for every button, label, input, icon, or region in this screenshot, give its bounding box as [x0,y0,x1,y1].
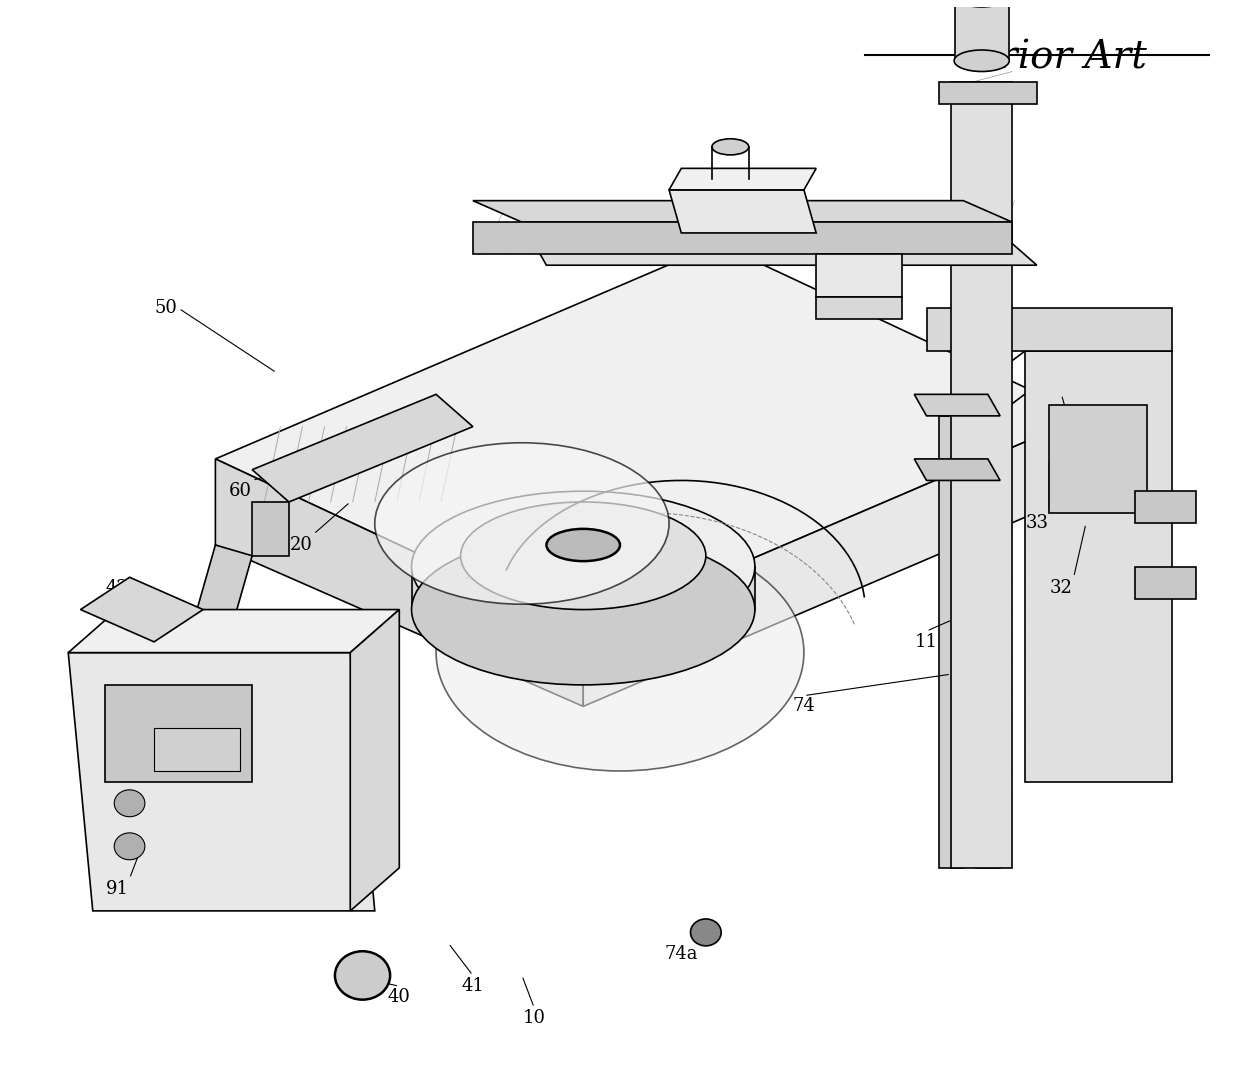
Text: 20: 20 [290,536,312,554]
Polygon shape [105,685,252,782]
Polygon shape [191,545,252,642]
Polygon shape [68,653,374,911]
Polygon shape [534,244,1037,265]
Polygon shape [1049,405,1147,512]
Polygon shape [350,609,399,911]
Text: 91: 91 [105,881,129,898]
Text: 10: 10 [523,1009,546,1028]
Polygon shape [976,416,1001,868]
Polygon shape [81,578,203,642]
Polygon shape [939,82,1037,104]
Polygon shape [955,0,1008,61]
Polygon shape [472,222,1012,254]
Ellipse shape [374,443,670,604]
Ellipse shape [460,502,706,609]
Polygon shape [1135,492,1197,523]
Polygon shape [914,395,1001,416]
Text: 42: 42 [105,579,129,597]
Polygon shape [670,168,816,190]
Polygon shape [816,298,901,319]
Polygon shape [1135,567,1197,598]
Ellipse shape [412,492,755,642]
Ellipse shape [954,50,1009,72]
Text: 50: 50 [155,300,177,317]
Polygon shape [670,190,816,233]
Polygon shape [583,416,1086,706]
Polygon shape [914,459,1001,481]
Ellipse shape [691,919,722,946]
Text: 11: 11 [915,633,937,651]
Text: 32: 32 [1050,579,1073,597]
Polygon shape [154,728,239,771]
Polygon shape [216,244,1086,631]
Polygon shape [472,201,1012,222]
Ellipse shape [114,833,145,860]
Text: 41: 41 [461,978,485,995]
Polygon shape [939,416,963,868]
Text: 74a: 74a [665,945,698,962]
Ellipse shape [114,790,145,816]
Ellipse shape [547,529,620,561]
Ellipse shape [712,138,749,155]
Polygon shape [68,609,399,653]
Polygon shape [926,308,1172,351]
Polygon shape [252,502,289,556]
Polygon shape [816,254,901,298]
Ellipse shape [335,952,391,1000]
Text: 31: 31 [1063,439,1085,457]
Polygon shape [216,459,583,706]
Text: 33: 33 [1025,514,1048,533]
Polygon shape [1024,351,1172,782]
Polygon shape [252,395,472,502]
Ellipse shape [412,534,755,685]
Polygon shape [412,567,755,609]
Polygon shape [951,82,1012,868]
Text: 40: 40 [388,988,410,1006]
Text: Prior Art: Prior Art [973,39,1147,76]
Text: 60: 60 [228,482,252,500]
Text: 74: 74 [792,698,815,715]
Ellipse shape [954,0,1009,7]
Ellipse shape [436,534,804,771]
